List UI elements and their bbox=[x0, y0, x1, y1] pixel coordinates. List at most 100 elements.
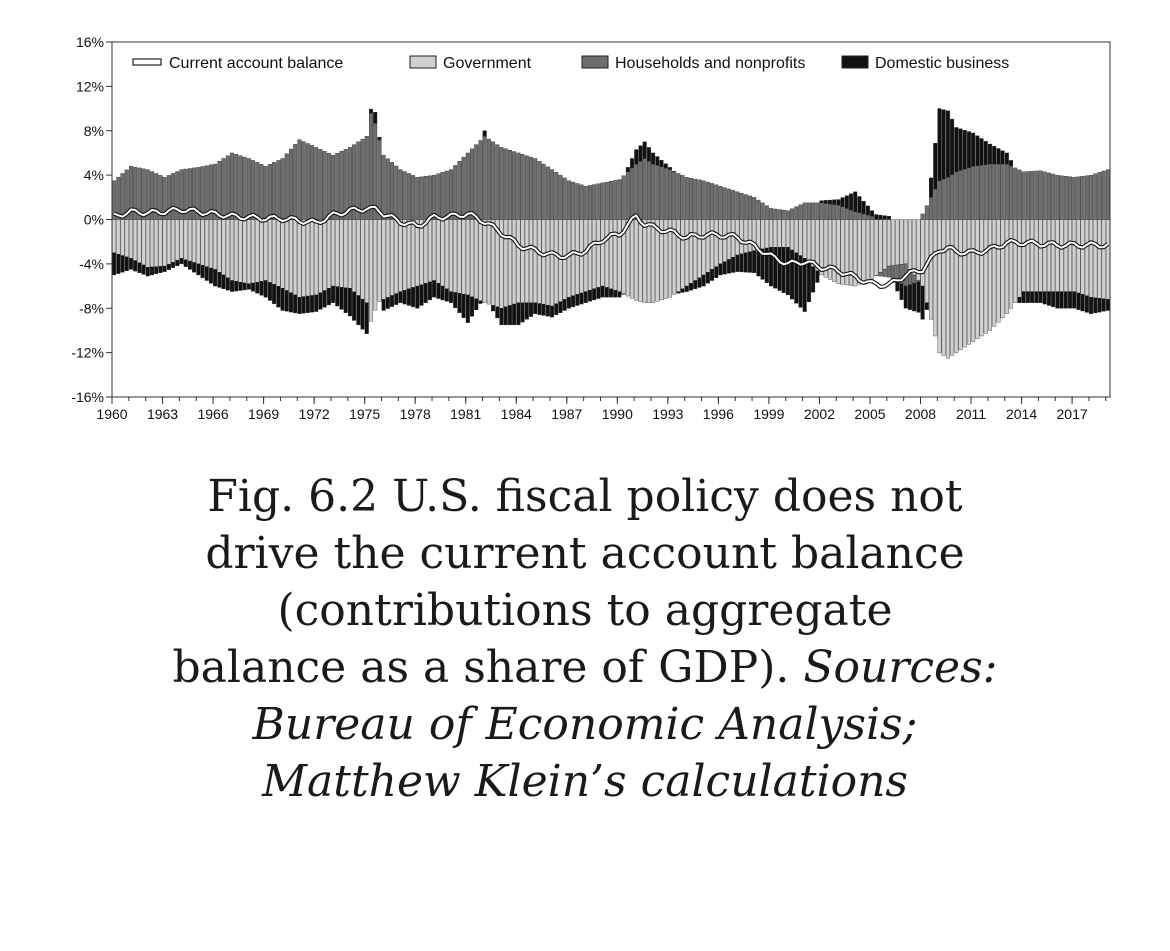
households-bar bbox=[326, 153, 331, 220]
x-tick-label: 1996 bbox=[703, 406, 734, 422]
business-bar bbox=[735, 254, 740, 272]
government-bar bbox=[899, 219, 904, 265]
households-bar bbox=[310, 145, 315, 220]
households-bar bbox=[684, 177, 689, 220]
households-bar bbox=[663, 168, 668, 220]
business-bar bbox=[251, 282, 256, 292]
business-bar bbox=[470, 296, 475, 317]
households-bar bbox=[322, 151, 327, 220]
government-bar bbox=[874, 219, 879, 276]
government-bar bbox=[988, 219, 992, 331]
business-bar bbox=[474, 298, 479, 311]
households-bar bbox=[701, 180, 706, 220]
business-bar bbox=[213, 269, 218, 287]
households-bar bbox=[756, 199, 761, 220]
households-bar bbox=[276, 160, 281, 220]
business-bar bbox=[1068, 291, 1072, 309]
government-bar bbox=[187, 219, 192, 262]
business-bar bbox=[415, 285, 420, 309]
government-bar bbox=[128, 219, 133, 259]
households-bar bbox=[966, 167, 971, 220]
government-bar bbox=[394, 219, 399, 294]
households-bar bbox=[1080, 176, 1085, 220]
government-bar bbox=[453, 219, 458, 293]
households-bar bbox=[238, 155, 243, 220]
government-bar bbox=[171, 219, 176, 263]
business-bar bbox=[402, 290, 407, 305]
households-bar bbox=[571, 181, 576, 220]
business-bar bbox=[617, 291, 622, 298]
government-bar bbox=[983, 219, 988, 334]
households-bar bbox=[449, 169, 453, 220]
x-tick-label: 2008 bbox=[905, 406, 936, 422]
business-bar bbox=[954, 127, 959, 172]
business-bar bbox=[903, 285, 908, 309]
government-bar bbox=[293, 219, 298, 296]
government-bar bbox=[385, 219, 390, 298]
households-bar bbox=[886, 265, 891, 278]
households-bar bbox=[356, 141, 361, 220]
government-bar bbox=[684, 219, 689, 287]
government-bar bbox=[1025, 219, 1030, 292]
government-bar bbox=[360, 219, 365, 300]
households-bar bbox=[747, 195, 752, 220]
government-bar bbox=[305, 219, 310, 297]
government-bar bbox=[461, 219, 466, 295]
households-bar bbox=[836, 204, 841, 220]
business-bar bbox=[326, 288, 331, 306]
business-bar bbox=[255, 282, 260, 294]
households-bar bbox=[773, 208, 778, 220]
government-bar bbox=[415, 219, 420, 287]
government-bar bbox=[962, 219, 967, 348]
households-bar bbox=[861, 213, 866, 220]
business-bar bbox=[272, 284, 277, 304]
households-bar bbox=[225, 155, 230, 220]
business-bar bbox=[705, 272, 710, 284]
government-bar bbox=[432, 219, 437, 281]
households-bar bbox=[394, 165, 399, 220]
households-bar bbox=[587, 185, 592, 220]
government-bar bbox=[870, 219, 875, 279]
households-bar bbox=[840, 206, 845, 220]
government-bar bbox=[726, 219, 731, 260]
government-bar bbox=[794, 219, 799, 253]
business-bar bbox=[693, 280, 698, 290]
government-bar bbox=[238, 219, 243, 283]
business-bar bbox=[1004, 152, 1009, 165]
government-bar bbox=[343, 219, 348, 288]
business-bar bbox=[171, 262, 176, 268]
business-bar bbox=[769, 247, 773, 287]
government-bar bbox=[478, 219, 483, 301]
business-bar bbox=[781, 247, 786, 293]
government-bar bbox=[558, 219, 563, 302]
government-bar bbox=[701, 219, 706, 276]
government-bar bbox=[646, 219, 651, 303]
households-bar bbox=[524, 155, 529, 220]
households-bar bbox=[621, 175, 626, 220]
government-bar bbox=[390, 219, 395, 296]
households-bar bbox=[988, 163, 992, 220]
business-bar bbox=[743, 252, 748, 273]
business-bar bbox=[562, 299, 567, 311]
households-bar bbox=[263, 166, 268, 220]
bar-layer bbox=[112, 108, 1110, 359]
government-bar bbox=[204, 219, 209, 267]
legend-swatch bbox=[409, 55, 437, 69]
government-bar bbox=[865, 219, 870, 281]
government-bar bbox=[785, 219, 790, 248]
government-bar bbox=[158, 219, 163, 267]
households-bar bbox=[790, 208, 795, 220]
business-bar bbox=[225, 277, 230, 291]
households-bar bbox=[128, 166, 133, 220]
households-bar bbox=[486, 138, 491, 220]
government-bar bbox=[166, 219, 171, 265]
business-bar bbox=[811, 266, 816, 293]
government-bar bbox=[554, 219, 559, 304]
government-bar bbox=[587, 219, 592, 291]
business-bar bbox=[739, 253, 744, 273]
government-bar bbox=[482, 219, 487, 303]
business-bar bbox=[933, 143, 938, 190]
business-bar bbox=[697, 277, 702, 288]
business-bar bbox=[764, 247, 769, 283]
households-bar bbox=[150, 171, 154, 220]
